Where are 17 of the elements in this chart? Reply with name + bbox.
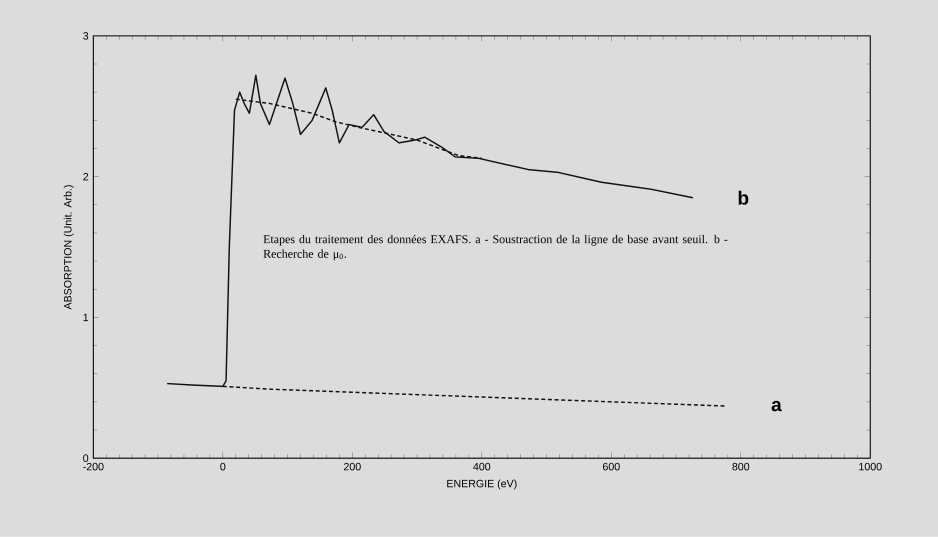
text: a: [772, 400, 782, 412]
x-axis-title: ENERGIE (eV): [447, 480, 517, 490]
x-tick-label: 400: [473, 462, 490, 470]
x-tick-label: 200: [344, 462, 361, 470]
text: b: [738, 190, 748, 205]
y-tick-label: 0: [83, 454, 88, 462]
annotation: Etapes du traitement des données EXAFS. a - Soustraction de la ligne de base avant seuil. b - Recherche de μ$_{0}$.: [263, 234, 728, 260]
x-tick-label: 0: [220, 462, 226, 470]
x-tick-label: 600: [602, 462, 620, 470]
x-tick-label: -200: [83, 462, 104, 470]
y-tick-label: 1: [84, 314, 88, 322]
x-tick-label: 1000: [859, 462, 882, 470]
y-axis-title: ABSORPTION (Unit. Arb.): [64, 185, 74, 310]
line-series: [235, 98, 483, 160]
y-tick-label: 3: [83, 32, 88, 40]
y-tick-label: 2: [83, 172, 88, 180]
x-tick-label: 800: [732, 462, 750, 470]
